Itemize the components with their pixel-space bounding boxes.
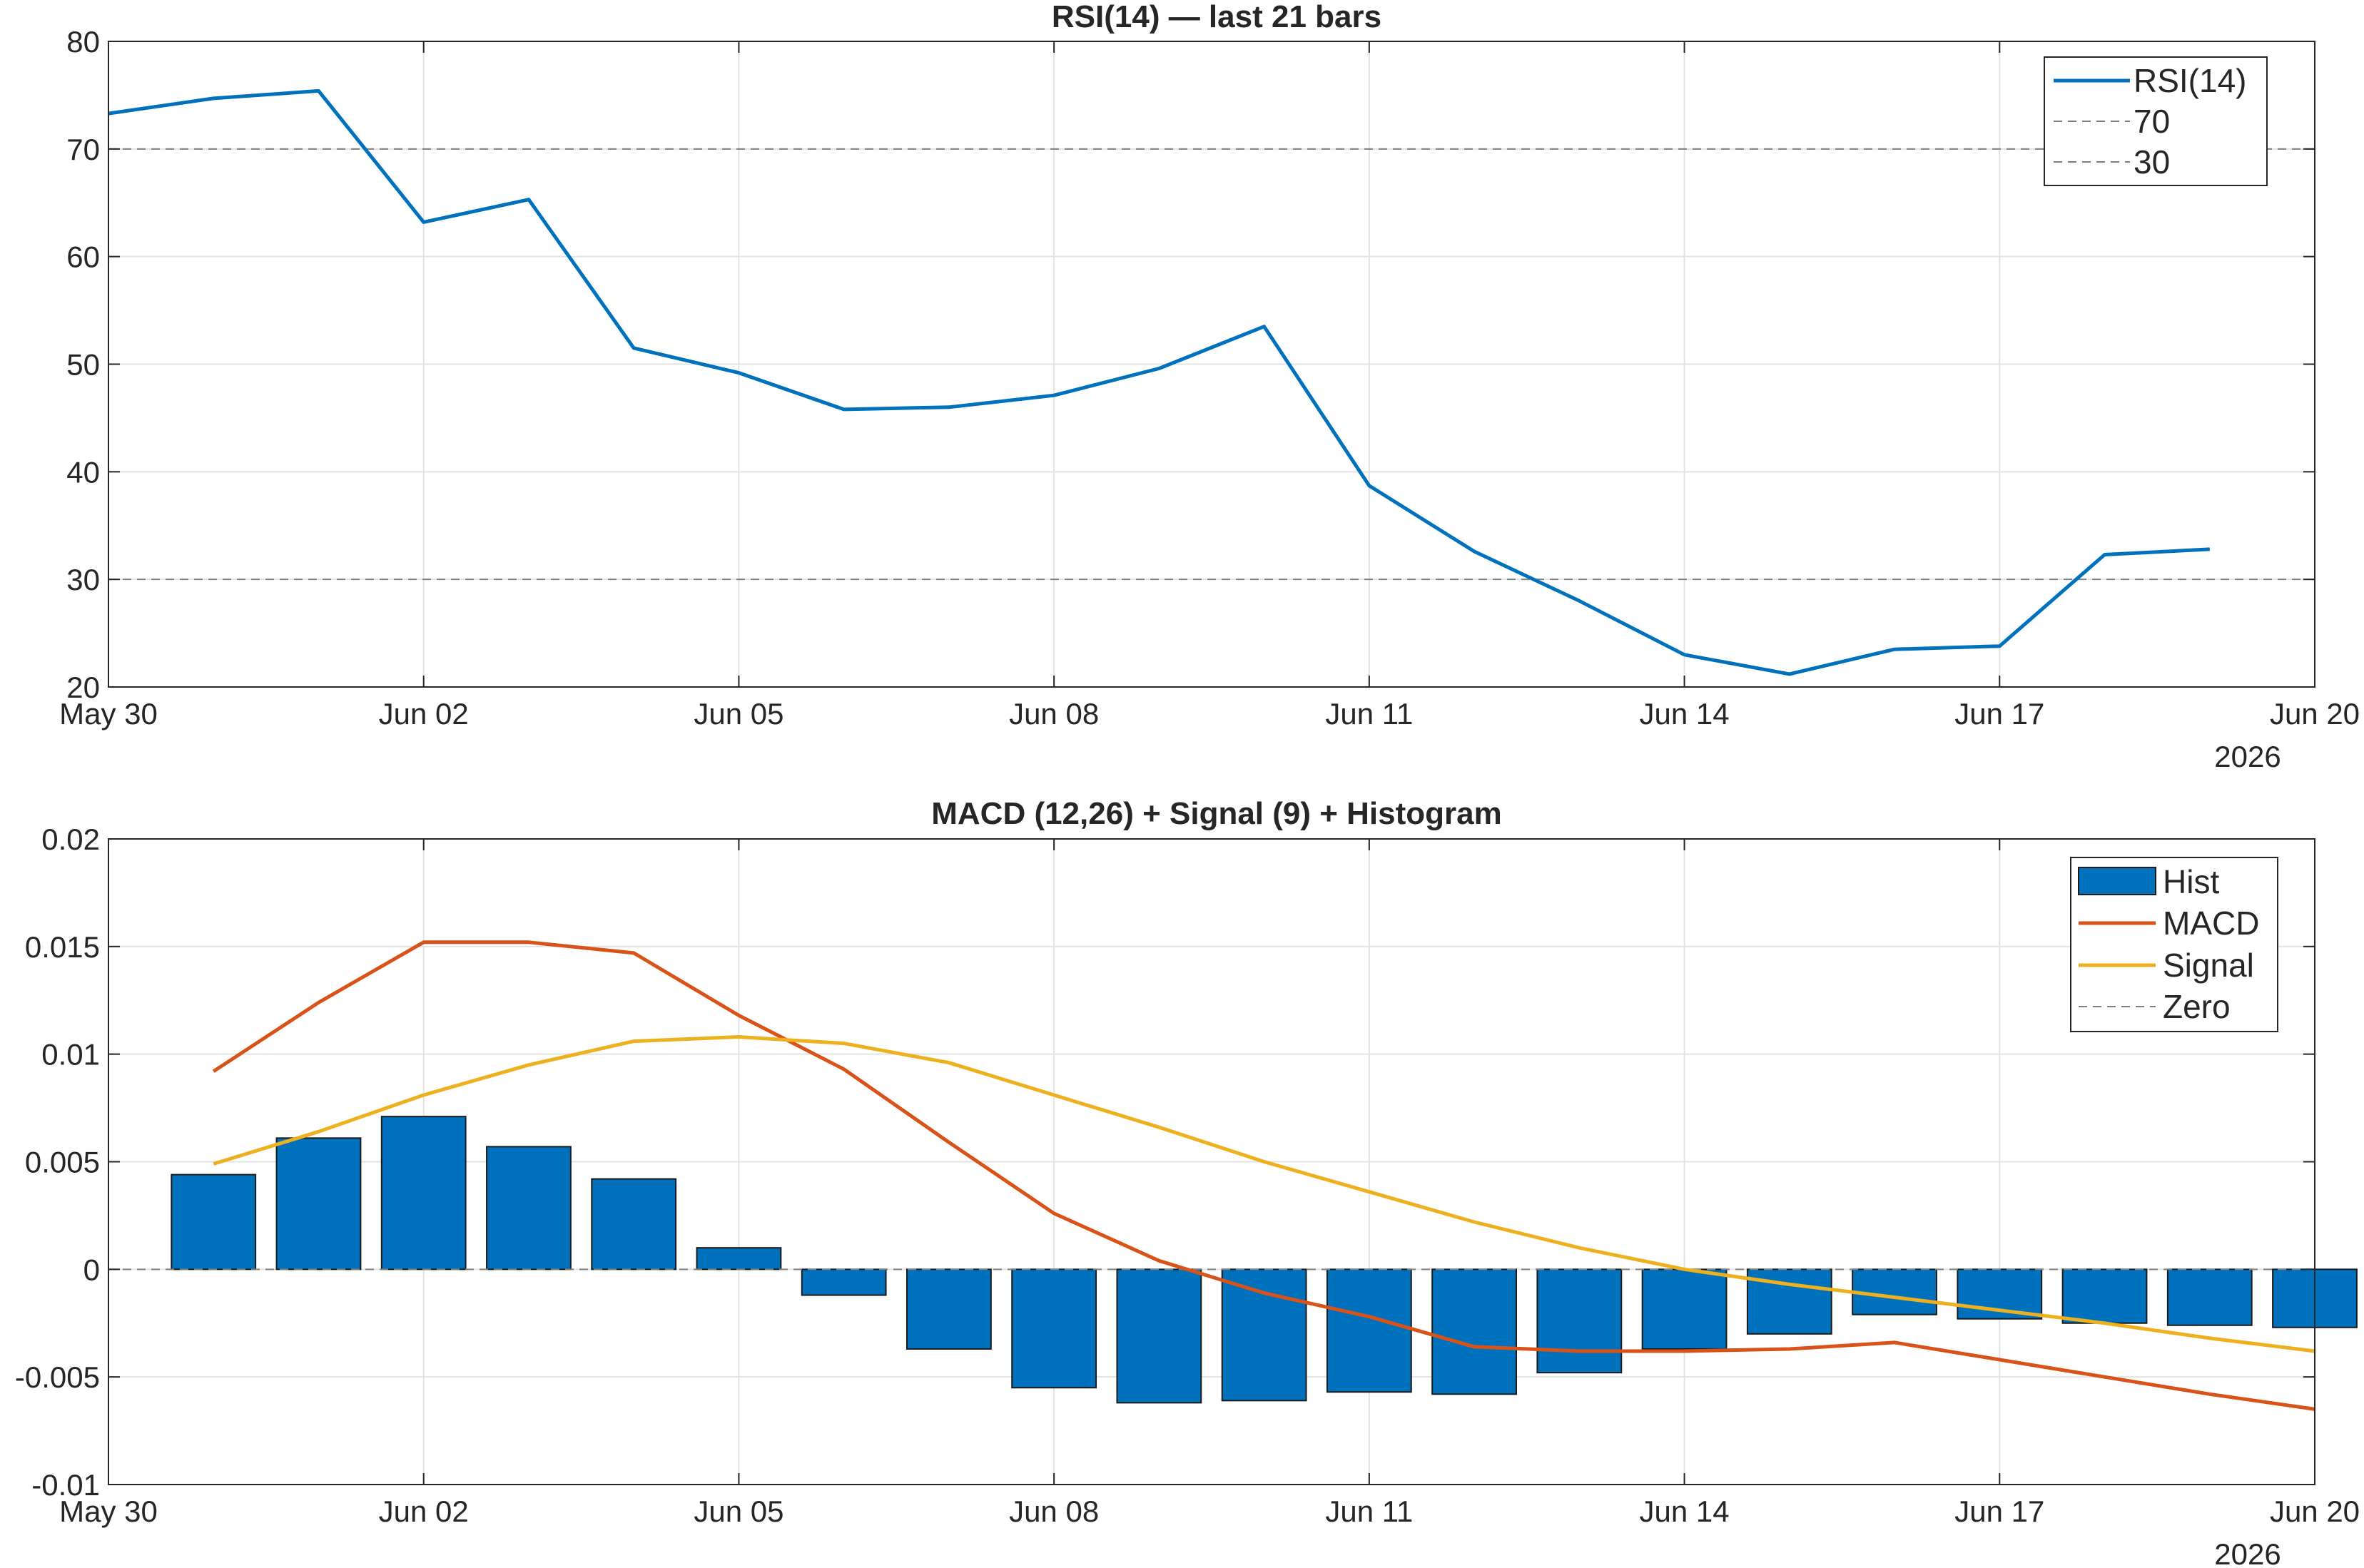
- rsi-x-tick-label: May 30: [59, 697, 158, 730]
- rsi-x-tick-label: Jun 05: [694, 697, 783, 730]
- macd-x-tick-label: Jun 17: [1954, 1495, 2044, 1528]
- macd-hist-bar: [1326, 1268, 1412, 1393]
- macd-x-ticks: May 30 Jun 02 Jun 05 Jun 08 Jun 11 Jun 14 Jun …: [59, 839, 2360, 1528]
- macd-lines: [212, 940, 2315, 1411]
- rsi-line-rsi-14-: [108, 88, 2210, 676]
- rsi-panel: RSI(14) — last 21 bars 80 70 60 50 40 30 20 Ma…: [59, 0, 2360, 773]
- macd-hist-bar: [1431, 1268, 1517, 1395]
- rsi-legend-box: [2044, 56, 2268, 186]
- rsi-x-tick-label: Jun 14: [1640, 697, 1730, 730]
- macd-line-macd: [212, 940, 2315, 1411]
- macd-hist-bar: [171, 1174, 257, 1271]
- rsi-x-tick-label: Jun 11: [1325, 697, 1413, 730]
- macd-x-tick-label: May 30: [59, 1495, 158, 1528]
- macd-hist-bar: [1011, 1268, 1097, 1389]
- macd-panel: MACD (12,26) + Signal (9) + Histogram 0.…: [15, 796, 2360, 1568]
- macd-hist-bar: [1641, 1268, 1728, 1350]
- rsi-chart-title: RSI(14) — last 21 bars: [1052, 0, 1381, 34]
- rsi-legend-label-rsi: RSI(14): [2134, 62, 2246, 99]
- macd-y-tick-label: 0: [83, 1253, 100, 1286]
- macd-hist-bar: [1536, 1268, 1623, 1374]
- macd-y-ticks: 0.02 0.015 0.01 0.005 0 -0.005 -0.01: [15, 823, 2315, 1502]
- macd-hist-bar: [2061, 1268, 2148, 1324]
- rsi-legend: RSI(14) 70 30: [2044, 56, 2268, 186]
- rsi-x-tick-label: Jun 08: [1009, 697, 1099, 730]
- macd-histogram-bars: [171, 1116, 2358, 1404]
- rsi-y-tick-label: 80: [66, 25, 100, 58]
- macd-legend-label-zero: Zero: [2163, 988, 2231, 1025]
- macd-x-tick-label: Jun 02: [379, 1495, 469, 1528]
- macd-x-tick-label: Jun 08: [1009, 1495, 1099, 1528]
- macd-year-label: 2026: [2214, 1537, 2281, 1568]
- rsi-series: [108, 88, 2210, 676]
- rsi-x-tick-label: Jun 20: [2270, 697, 2360, 730]
- rsi-x-tick-label: Jun 17: [1954, 697, 2044, 730]
- macd-legend-label-signal: Signal: [2163, 947, 2254, 984]
- macd-y-tick-label: 0.015: [25, 930, 100, 964]
- macd-x-tick-label: Jun 11: [1325, 1495, 1413, 1528]
- macd-x-tick-label: Jun 05: [694, 1495, 783, 1528]
- macd-chart-title: MACD (12,26) + Signal (9) + Histogram: [931, 796, 1502, 831]
- macd-hist-bar: [801, 1268, 887, 1296]
- rsi-legend-label-70: 70: [2134, 103, 2170, 140]
- macd-hist-bar: [486, 1146, 572, 1271]
- macd-y-tick-label: -0.01: [31, 1468, 100, 1502]
- rsi-y-ticks: 80 70 60 50 40 30 20: [66, 25, 2315, 704]
- macd-hist-bar: [906, 1268, 992, 1350]
- macd-hist-bar: [1221, 1268, 1307, 1402]
- macd-y-tick-label: 0.01: [41, 1038, 100, 1071]
- macd-legend-label-macd: MACD: [2163, 905, 2259, 942]
- macd-hist-bar: [2166, 1268, 2253, 1326]
- rsi-reference-lines: [108, 148, 2315, 581]
- macd-hist-bar: [380, 1116, 467, 1271]
- macd-gridlines: [108, 839, 2315, 1485]
- macd-y-tick-label: 0.02: [41, 823, 100, 856]
- macd-hist-bar: [1116, 1268, 1202, 1404]
- macd-hist-bar: [591, 1178, 677, 1271]
- rsi-y-tick-label: 60: [66, 240, 100, 274]
- rsi-x-tick-label: Jun 02: [379, 697, 469, 730]
- rsi-y-tick-label: 40: [66, 455, 100, 489]
- macd-y-tick-label: 0.005: [25, 1146, 100, 1179]
- macd-legend: Hist MACD Signal Zero: [2070, 857, 2278, 1032]
- macd-hist-bar: [696, 1247, 782, 1271]
- macd-y-tick-label: -0.005: [15, 1360, 100, 1394]
- rsi-y-tick-label: 30: [66, 563, 100, 596]
- macd-x-tick-label: Jun 14: [1640, 1495, 1730, 1528]
- macd-legend-label-hist: Hist: [2163, 863, 2219, 900]
- macd-legend-swatch-hist: [2078, 867, 2156, 895]
- rsi-y-tick-label: 70: [66, 133, 100, 166]
- macd-line-signal: [213, 1035, 2315, 1353]
- rsi-legend-label-30: 30: [2134, 143, 2170, 180]
- rsi-y-tick-label: 50: [66, 348, 100, 382]
- rsi-x-ticks: May 30 Jun 02 Jun 05 Jun 08 Jun 11 Jun 14 Jun …: [59, 41, 2360, 730]
- rsi-year-label: 2026: [2214, 740, 2281, 773]
- macd-hist-bar: [275, 1137, 362, 1271]
- rsi-y-tick-label: 20: [66, 671, 100, 704]
- macd-x-tick-label: Jun 20: [2270, 1495, 2360, 1528]
